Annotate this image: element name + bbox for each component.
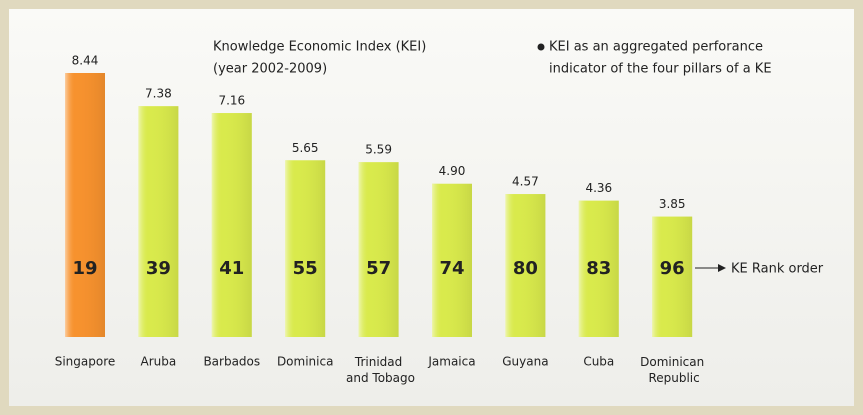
bar-shine <box>211 113 252 337</box>
x-tick-label: Aruba <box>141 355 177 369</box>
bar-shine <box>138 106 179 337</box>
x-tick-label: Singapore <box>55 355 116 369</box>
value-label: 4.36 <box>585 181 612 195</box>
bar-shine <box>358 162 399 337</box>
annotation: KEI as an aggregated perforance <box>549 40 763 55</box>
rank-label: KE Rank order <box>731 262 824 277</box>
x-tick-label: Guyana <box>502 355 548 369</box>
value-label: 4.90 <box>439 164 466 178</box>
value-label: 8.44 <box>72 54 99 68</box>
bar-shine <box>65 73 105 337</box>
x-tick-label: Dominican Republic <box>640 355 704 385</box>
rank: 19 <box>72 258 97 279</box>
rank: 96 <box>660 258 685 279</box>
bar-shine <box>432 183 472 337</box>
annotation: indicator of the four pillars of a KE <box>549 62 772 77</box>
x-tick-label: Trinidad and Tobago <box>342 355 415 385</box>
x-tick-label: Cuba <box>583 355 614 369</box>
x-tick-label: Dominica <box>277 355 334 369</box>
rank: 83 <box>586 258 611 279</box>
value-label: 3.85 <box>659 197 686 211</box>
x-tick-label: Jamaica <box>427 355 475 369</box>
rank: 80 <box>513 258 538 279</box>
bar-shine <box>505 194 546 337</box>
rank: 41 <box>219 258 244 279</box>
value-label: 5.65 <box>292 141 319 155</box>
bar-shine <box>652 216 693 337</box>
bar-shine <box>578 200 619 337</box>
bar-shine <box>285 160 326 337</box>
value-label: 5.59 <box>365 143 392 157</box>
rank: 74 <box>439 258 464 279</box>
bullet <box>537 43 545 51</box>
x-tick-label: Barbados <box>203 355 260 369</box>
value-label: 4.57 <box>512 175 539 189</box>
rank: 39 <box>146 258 171 279</box>
rank: 57 <box>366 258 391 279</box>
arrow-head <box>718 264 726 272</box>
chart-title: Knowledge Economic Index (KEI) <box>213 40 426 55</box>
value-label: 7.16 <box>218 94 245 108</box>
chart-subtitle: (year 2002-2009) <box>213 62 327 77</box>
value-label: 7.38 <box>145 87 172 101</box>
rank: 55 <box>293 258 318 279</box>
